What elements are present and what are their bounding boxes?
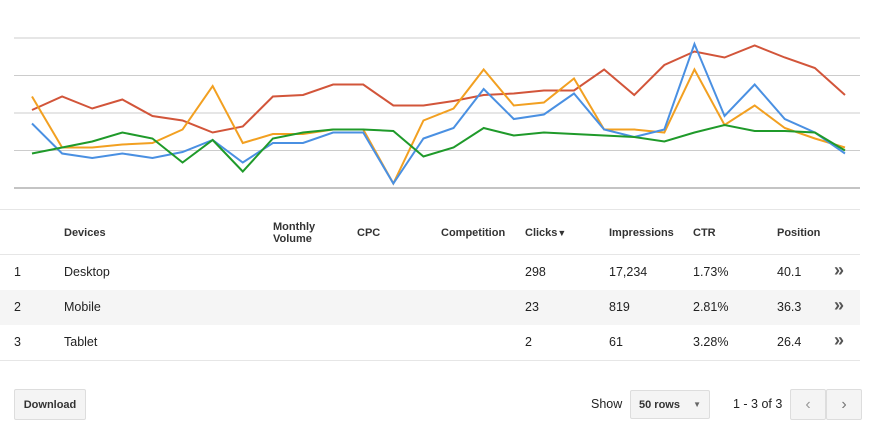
cell: Tablet: [64, 335, 98, 349]
header-divider: [0, 254, 860, 255]
rows-option: 50 rows: [639, 398, 680, 411]
table-row: [0, 290, 860, 326]
cell: 3.28%: [693, 335, 729, 349]
column-header: Monthly Volume: [273, 221, 316, 245]
cell: Mobile: [64, 300, 101, 314]
download-button[interactable]: Download: [14, 389, 86, 420]
cell: 2: [525, 335, 532, 349]
prev-button[interactable]: ‹: [790, 389, 826, 420]
cell: 23: [525, 300, 539, 314]
cell: 1: [14, 265, 21, 279]
cell: 819: [609, 300, 630, 314]
cell: 3: [14, 335, 21, 349]
row-expand[interactable]: »: [834, 330, 845, 350]
row-expand[interactable]: »: [834, 295, 845, 315]
cell: 1.73%: [693, 265, 729, 279]
cell: 36.3: [777, 300, 802, 314]
table-row: [0, 325, 860, 361]
column-header: Position: [777, 227, 821, 239]
series-line: [31, 123, 846, 173]
cell: 61: [609, 335, 623, 349]
table-row: [0, 255, 860, 291]
dropdown-arrow: ▼: [693, 400, 701, 409]
cell: 2: [14, 300, 21, 314]
series-line: [31, 44, 846, 134]
column-header: CTR: [693, 227, 716, 239]
next-button[interactable]: ›: [826, 389, 862, 420]
column-header: CPC: [357, 227, 381, 239]
column-header: Devices: [64, 227, 106, 239]
column-header: Impressions: [609, 227, 674, 239]
row-expand[interactable]: »: [834, 260, 845, 280]
column-header: Clicks▼: [525, 227, 567, 239]
cell: 298: [525, 265, 546, 279]
cell: 26.4: [777, 335, 802, 349]
show-label: Show: [591, 397, 623, 411]
page-range: 1 - 3 of 3: [733, 397, 783, 411]
divider: [0, 209, 860, 210]
rows-select[interactable]: 50 rows ▼: [630, 390, 710, 419]
sort-icon[interactable]: ▼: [557, 228, 567, 238]
series-line: [31, 67, 846, 186]
series-line: [31, 41, 846, 186]
column-header: Competition: [441, 227, 506, 239]
cell: 17,234: [609, 265, 648, 279]
cell: 2.81%: [693, 300, 729, 314]
cell: Desktop: [64, 265, 110, 279]
cell: 40.1: [777, 265, 802, 279]
line-chart: [14, 37, 860, 189]
